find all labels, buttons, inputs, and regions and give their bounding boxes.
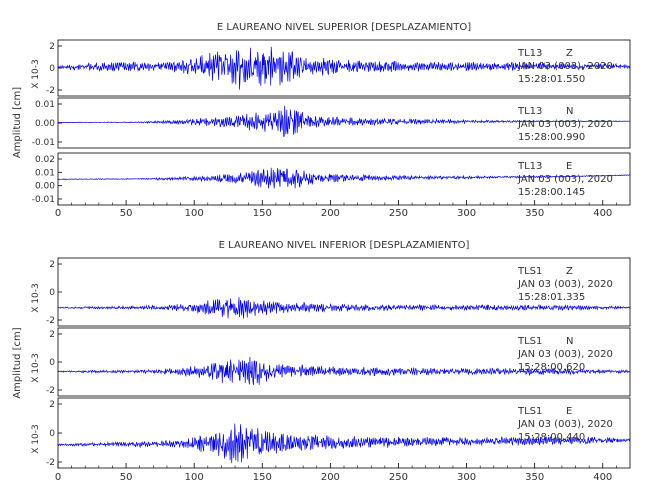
x-tick-label: 200 — [321, 208, 340, 219]
y-tick-label: 0.01 — [35, 100, 55, 110]
y-tick-label: 2 — [49, 42, 55, 52]
waveform-trace — [58, 105, 630, 138]
station-label: TL13 — [517, 161, 542, 172]
y-tick-label: 0 — [49, 358, 55, 368]
x-tick-label: 0 — [55, 208, 61, 219]
y-tick-label: 0.00 — [35, 182, 55, 192]
waveform-trace — [57, 423, 631, 464]
x-tick-label: 0 — [55, 472, 61, 483]
y-tick-label: 0.02 — [35, 155, 55, 165]
component-label: N — [566, 336, 573, 347]
time-label: 15:28:01.550 — [518, 74, 585, 85]
y-tick-label: -0.01 — [32, 138, 55, 148]
time-label: 15:28:00.440 — [518, 432, 585, 443]
y-tick-label: -2 — [46, 458, 55, 468]
y-tick-label: 0 — [49, 288, 55, 298]
station-label: TLS1 — [517, 336, 542, 347]
x-tick-label: 100 — [185, 208, 204, 219]
waveform-trace — [57, 297, 631, 319]
x-tick-label: 50 — [120, 472, 133, 483]
y-tick-label: 0 — [49, 64, 55, 74]
y-axis-label: Amplitud [cm] — [12, 87, 23, 158]
panel-title: E LAUREANO NIVEL INFERIOR [DESPLAZAMIENT… — [219, 240, 470, 251]
time-label: 15:28:00.990 — [518, 132, 585, 143]
station-label: TLS1 — [517, 266, 542, 277]
y-tick-label: 0.01 — [35, 168, 55, 178]
y-tick-label: 2 — [49, 330, 55, 340]
x-tick-label: 250 — [389, 472, 408, 483]
x-tick-label: 250 — [389, 208, 408, 219]
x-tick-label: 400 — [593, 208, 612, 219]
y-tick-label: -0.01 — [32, 195, 55, 205]
x-tick-label: 50 — [120, 208, 133, 219]
date-label: JAN 03 (003), 2020 — [517, 61, 613, 72]
panel-title: E LAUREANO NIVEL SUPERIOR [DESPLAZAMIENT… — [217, 22, 471, 33]
date-label: JAN 03 (003), 2020 — [517, 349, 613, 360]
waveform-trace — [58, 46, 631, 90]
scale-label: X 10-3 — [31, 424, 41, 453]
date-label: JAN 03 (003), 2020 — [517, 174, 613, 185]
x-tick-label: 200 — [321, 472, 340, 483]
y-tick-label: 2 — [49, 400, 55, 410]
station-label: TLS1 — [517, 406, 542, 417]
x-tick-label: 350 — [525, 208, 544, 219]
waveform-trace — [58, 167, 631, 189]
component-label: E — [566, 161, 572, 172]
y-axis-label: Amplitud [cm] — [12, 327, 23, 398]
y-tick-label: 2 — [49, 260, 55, 270]
scale-label: X 10-3 — [31, 59, 41, 88]
x-tick-label: 350 — [525, 472, 544, 483]
station-label: TL13 — [517, 48, 542, 59]
x-tick-label: 150 — [253, 472, 272, 483]
x-tick-label: 400 — [593, 472, 612, 483]
x-tick-label: 150 — [253, 208, 272, 219]
y-tick-label: 0 — [49, 429, 55, 439]
time-label: 15:28:00.145 — [518, 187, 585, 198]
component-label: N — [566, 106, 573, 117]
y-tick-label: -2 — [46, 86, 55, 96]
waveform-trace — [57, 356, 631, 385]
station-label: TL13 — [517, 106, 542, 117]
y-tick-label: 0.00 — [35, 119, 55, 129]
y-tick-label: -2 — [46, 386, 55, 396]
x-tick-label: 300 — [457, 208, 476, 219]
component-label: E — [566, 406, 572, 417]
date-label: JAN 03 (003), 2020 — [517, 279, 613, 290]
scale-label: X 10-3 — [31, 283, 41, 312]
date-label: JAN 03 (003), 2020 — [517, 419, 613, 430]
component-label: Z — [566, 266, 573, 277]
component-label: Z — [566, 48, 573, 59]
time-label: 15:28:00.620 — [518, 362, 585, 373]
x-tick-label: 300 — [457, 472, 476, 483]
date-label: JAN 03 (003), 2020 — [517, 119, 613, 130]
scale-label: X 10-3 — [31, 353, 41, 382]
x-tick-label: 100 — [185, 472, 204, 483]
y-tick-label: -2 — [46, 316, 55, 326]
time-label: 15:28:01.335 — [518, 292, 585, 303]
